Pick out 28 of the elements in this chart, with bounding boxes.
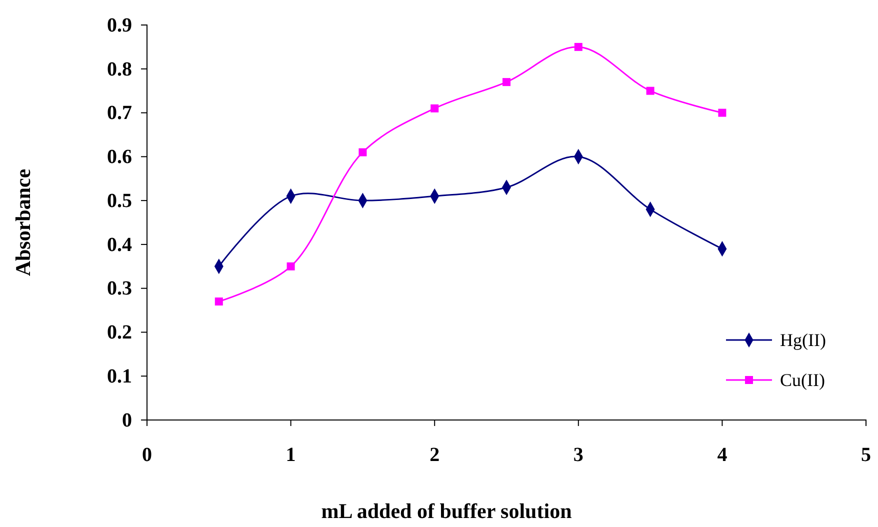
y-tick-label: 0.3 [107,278,132,300]
x-tick-label: 2 [430,444,440,466]
y-axis-title: Absorbance [11,168,35,276]
point [574,42,582,51]
legend-label: Hg(II) [780,330,826,350]
y-tick-label: 0.4 [107,234,132,256]
y-tick-label: 0.1 [107,366,132,388]
legend-label: Cu(II) [780,370,825,390]
y-tick-label: 0.8 [107,58,132,80]
point [646,86,654,95]
x-tick-label: 4 [717,444,728,466]
point [214,298,223,306]
x-tick-label: 3 [573,444,584,466]
y-tick-label: 0.7 [107,102,132,124]
x-tick-label: 1 [286,444,296,466]
point [430,104,439,112]
point [286,262,295,270]
y-tick-label: 0 [122,409,132,432]
y-tick-label: 0.9 [107,14,132,36]
x-axis-title: mL added of buffer solution [321,499,572,523]
point [718,108,726,117]
point [502,78,510,86]
x-tick-label: 0 [142,444,152,466]
y-tick-label: 0.6 [107,146,132,168]
point [358,148,367,156]
y-tick-label: 0.5 [107,190,132,212]
x-tick-label: 5 [861,444,871,466]
y-tick-label: 0.2 [107,322,132,344]
